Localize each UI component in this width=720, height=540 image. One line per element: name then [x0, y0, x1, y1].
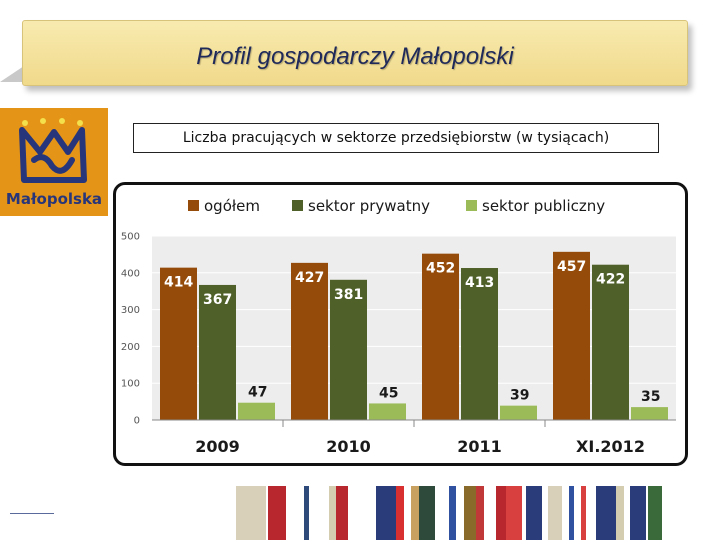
title-banner: Profil gospodarczy Małopolski [0, 14, 700, 94]
stripe [548, 486, 562, 540]
data-label: 457 [557, 259, 586, 275]
legend-swatch [188, 200, 199, 211]
stripe [304, 486, 309, 540]
bar [631, 407, 668, 420]
stripe [419, 486, 435, 540]
bar [500, 405, 537, 420]
data-label: 427 [295, 270, 324, 286]
stripe [268, 486, 286, 540]
stripe [329, 486, 336, 540]
x-tick-label: XI.2012 [576, 437, 645, 456]
bar [238, 402, 275, 420]
banner-fold [0, 66, 24, 82]
bar [160, 267, 197, 420]
stripe [506, 486, 522, 540]
stripe [496, 486, 506, 540]
stripe [236, 486, 266, 540]
stripe [581, 486, 586, 540]
y-tick-label: 100 [121, 379, 140, 390]
x-tick-label: 2011 [457, 437, 502, 456]
data-label: 414 [164, 275, 193, 291]
page-title: Profil gospodarczy Małopolski [196, 43, 514, 70]
stripe [396, 486, 404, 540]
stripe [526, 486, 542, 540]
bar [369, 403, 406, 420]
data-label: 367 [203, 292, 232, 308]
legend-label: sektor prywatny [308, 197, 430, 215]
y-tick-label: 300 [121, 305, 140, 316]
data-label: 413 [465, 275, 494, 291]
stripe [616, 486, 624, 540]
stripe [630, 486, 646, 540]
stripe [569, 486, 574, 540]
data-label: 35 [641, 389, 660, 405]
bar [291, 262, 328, 420]
decorative-stripes [230, 486, 670, 540]
banner-panel: Profil gospodarczy Małopolski [22, 20, 688, 86]
stripe [648, 486, 662, 540]
divider-line [10, 513, 54, 514]
bar [592, 264, 629, 420]
stripe [449, 486, 456, 540]
stripe [376, 486, 396, 540]
data-label: 381 [334, 287, 363, 303]
y-tick-label: 200 [121, 342, 140, 353]
bar [461, 268, 498, 420]
legend-swatch [466, 200, 477, 211]
legend-label: sektor publiczny [482, 197, 605, 215]
data-label: 422 [596, 272, 625, 288]
legend-swatch [292, 200, 303, 211]
legend-label: ogółem [204, 197, 260, 215]
data-label: 452 [426, 261, 455, 277]
y-tick-label: 0 [134, 416, 140, 427]
x-tick-label: 2010 [326, 437, 371, 456]
malopolska-logo: Małopolska [0, 108, 108, 216]
logo-text: Małopolska [5, 190, 103, 208]
data-label: 39 [510, 388, 529, 404]
y-tick-label: 500 [121, 232, 140, 243]
stripe [411, 486, 419, 540]
bar [553, 251, 590, 420]
chart-title: Liczba pracujących w sektorze przedsiębi… [133, 123, 659, 153]
y-tick-label: 400 [121, 268, 140, 279]
malopolska-crown-icon [19, 118, 87, 183]
data-label: 47 [248, 385, 267, 401]
bar [330, 279, 367, 420]
stripe [464, 486, 476, 540]
bar [422, 253, 459, 420]
stripe [336, 486, 348, 540]
stripe [476, 486, 484, 540]
x-tick-label: 2009 [195, 437, 240, 456]
bar [199, 284, 236, 420]
stripe [596, 486, 616, 540]
data-label: 45 [379, 385, 398, 401]
